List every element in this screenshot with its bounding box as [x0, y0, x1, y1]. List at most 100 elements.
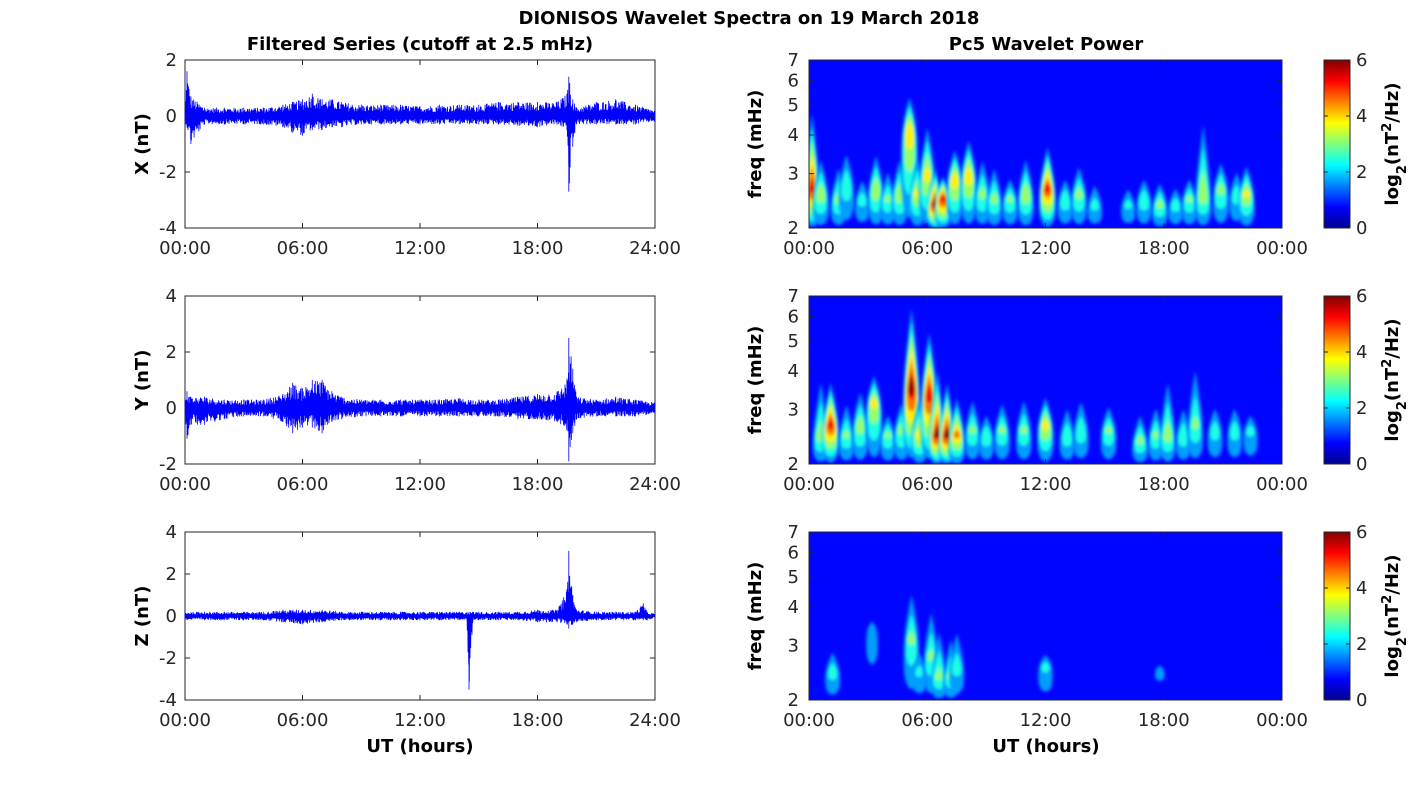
x-tick-label: 18:00: [512, 474, 564, 495]
x-tick-label: 18:00: [1138, 710, 1190, 731]
blob-contour: [827, 418, 835, 430]
y-tick-label: 5: [788, 331, 799, 352]
left-x-axis-label: UT (hours): [366, 736, 473, 757]
wavelet-power-blob: [1227, 408, 1243, 458]
y-tick-label: 4: [788, 125, 799, 146]
blob-contour: [1060, 189, 1071, 211]
y-tick-label: 4: [166, 522, 177, 543]
blob-contour: [907, 630, 915, 646]
blob-contour: [1230, 420, 1240, 441]
blob-contour: [1163, 419, 1172, 442]
x-tick-label: 12:00: [394, 710, 446, 731]
colorbar-tick-label: 0: [1356, 218, 1367, 239]
wavelet-power-blob: [964, 401, 981, 460]
blob-contour: [1138, 189, 1150, 211]
y-tick-label: -4: [159, 690, 177, 711]
y-tick-label: 2: [166, 342, 177, 363]
y-tick-label: 5: [788, 95, 799, 116]
blob-contour: [1170, 197, 1181, 212]
y-tick-label: 6: [788, 543, 799, 564]
wavelet-power-blob: [1132, 415, 1148, 463]
y-tick-label: 3: [788, 636, 799, 657]
y-tick-label: 5: [788, 567, 799, 588]
time-series-trace-x: [184, 71, 656, 192]
blob-contour: [1021, 181, 1031, 205]
blob-contour: [1038, 654, 1053, 692]
wavelet-power-blob: [1136, 179, 1152, 224]
wavelet-power-blob: [822, 382, 840, 463]
colorbar-tick-label: 6: [1356, 522, 1367, 543]
blob-contour: [1075, 415, 1087, 444]
blob-contour: [1006, 195, 1014, 203]
colorbar-tick-label: 6: [1356, 50, 1367, 71]
y-tick-label: -2: [159, 454, 177, 475]
colorbar-label: log2(nT2/Hz): [1380, 82, 1410, 205]
wavelet-power-blob: [974, 161, 991, 225]
blob-contour: [841, 169, 852, 202]
blob-contour: [816, 182, 826, 204]
colorbar-tick-label: 6: [1356, 286, 1367, 307]
right-column-title: Pc5 Wavelet Power: [949, 34, 1144, 55]
x-tick-label: 18:00: [1138, 474, 1190, 495]
blob-contour: [915, 665, 924, 677]
blob-contour: [884, 194, 892, 203]
time-series-panel-y: 4 2 0 -200:00 06:00 12:00 18:00 24:00 Y (nT): [132, 286, 681, 495]
wavelet-power-blob: [931, 632, 947, 699]
y-tick-label: -2: [159, 648, 177, 669]
wavelet-power-blob: [949, 633, 965, 694]
x-tick-label: 12:00: [394, 238, 446, 259]
wavelet-power-blob: [1057, 179, 1073, 224]
wavelet-power-blob: [986, 168, 1003, 226]
blob-contour: [953, 429, 961, 439]
x-tick-label: 18:00: [512, 238, 564, 259]
blob-contour: [1020, 424, 1028, 434]
colorbar: 6 4 2 0 log2(nT2/Hz): [1323, 50, 1410, 239]
time-series-y-axis-label: X (nT): [132, 113, 153, 175]
blob-contour: [1041, 661, 1050, 673]
blob-contour: [939, 195, 947, 203]
blob-contour: [1210, 420, 1220, 441]
blob-contour: [1185, 195, 1193, 203]
x-tick-label: 00:00: [1256, 474, 1308, 495]
blob-contour: [1105, 425, 1113, 434]
time-series-panel-z: 4 2 0 -2 -400:00 06:00 12:00 18:00 24:00 Z (nT): [132, 522, 681, 731]
colorbar-tick-label: 2: [1356, 634, 1367, 655]
blob-contour: [1156, 199, 1164, 209]
y-tick-label: -2: [159, 162, 177, 183]
wavelet-power-blob: [994, 404, 1010, 460]
y-tick-label: 4: [788, 361, 799, 382]
blob-contour: [1198, 169, 1208, 205]
blob-contour: [1075, 187, 1083, 200]
wavelet-power-blob: [867, 156, 885, 225]
blob-contour: [1243, 189, 1251, 198]
blob-contour: [969, 424, 977, 434]
wavelet-power-blob: [880, 172, 896, 225]
colorbar: 6 4 2 0 log2(nT2/Hz): [1323, 286, 1410, 475]
y-tick-label: 7: [788, 522, 799, 543]
wavelet-power-blob: [1175, 409, 1192, 460]
colorbar-tick-label: 0: [1356, 454, 1367, 475]
wavelet-power-map: [809, 532, 1282, 700]
y-tick-label: 2: [166, 564, 177, 585]
y-tick-label: 7: [788, 50, 799, 71]
blob-contour: [998, 425, 1006, 434]
wavelet-power-blob: [919, 127, 936, 224]
right-x-axis-label: UT (hours): [992, 736, 1099, 757]
wavelet-power-blob: [1121, 189, 1136, 224]
x-tick-label: 00:00: [1256, 238, 1308, 259]
wavelet-power-blob: [865, 376, 883, 458]
time-series-axes-frame: [184, 59, 656, 229]
blob-contour: [884, 431, 892, 439]
y-tick-label: 4: [166, 286, 177, 307]
colorbar-tick-label: 0: [1356, 690, 1367, 711]
wavelet-power-blob: [1016, 401, 1032, 460]
blob-contour: [1041, 419, 1050, 431]
x-tick-label: 00:00: [783, 238, 835, 259]
x-tick-label: 06:00: [901, 474, 953, 495]
x-tick-label: 06:00: [901, 710, 953, 731]
time-series-panel-x: 2 0 -2 -400:00 06:00 12:00 18:00 24:00 X (nT): [132, 50, 681, 259]
time-series-trace-z: [184, 550, 656, 690]
wavelet-power-blob: [880, 415, 896, 461]
